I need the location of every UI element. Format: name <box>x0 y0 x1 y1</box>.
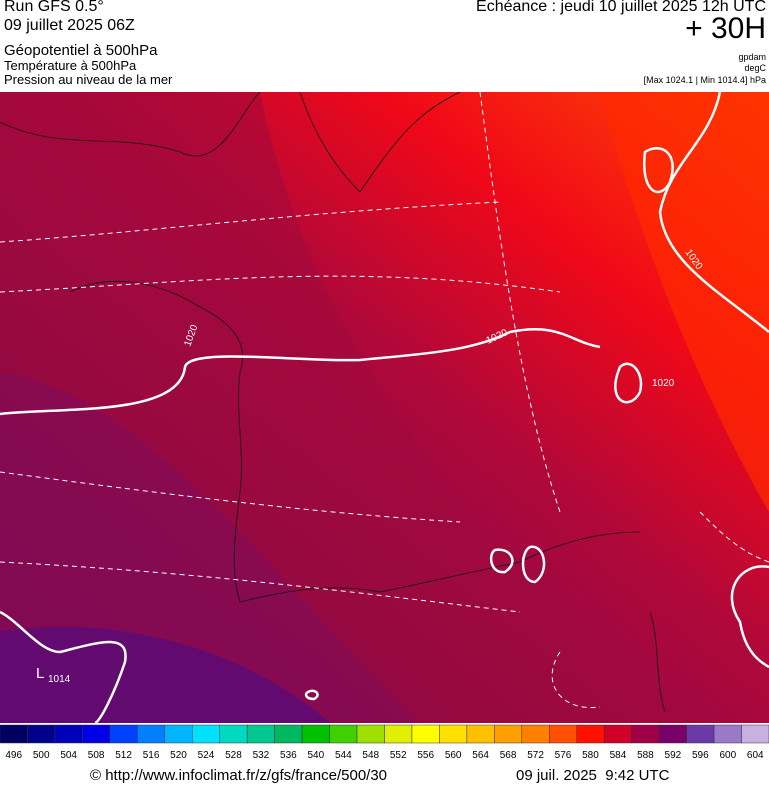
scale-swatch <box>27 724 56 744</box>
scale-swatch <box>137 724 166 744</box>
scale-swatch <box>164 724 193 744</box>
scale-swatch <box>713 724 742 744</box>
timestamp: 09 juil. 2025 9:42 UTC <box>516 767 670 784</box>
scale-swatch <box>521 724 550 744</box>
scale-label: 512 <box>115 750 132 761</box>
scale-label: 584 <box>610 750 627 761</box>
scale-swatch <box>192 724 220 744</box>
scale-label: 532 <box>253 750 270 761</box>
scale-swatch <box>439 724 468 744</box>
scale-label: 588 <box>637 750 654 761</box>
scale-swatch <box>274 724 303 744</box>
map: 1020 1020 1020 1020 1014 L <box>0 92 769 723</box>
temperature-band <box>0 626 330 723</box>
scale-label: 548 <box>362 750 379 761</box>
scale-label: 536 <box>280 750 297 761</box>
scale-label: 568 <box>500 750 517 761</box>
scale-label: 504 <box>60 750 77 761</box>
scale-swatch <box>631 724 660 744</box>
scale-label: 596 <box>692 750 709 761</box>
scale-swatch <box>82 724 111 744</box>
scale-label: 600 <box>719 750 736 761</box>
scale-label: 496 <box>5 750 22 761</box>
scale-swatch <box>219 724 248 744</box>
scale-label: 576 <box>555 750 572 761</box>
scale-label: 552 <box>390 750 407 761</box>
scale-swatch <box>384 724 413 744</box>
scale-swatch <box>686 724 715 744</box>
source-link: © http://www.infoclimat.fr/z/gfs/france/… <box>90 767 388 784</box>
scale-label: 564 <box>472 750 489 761</box>
scale-label: 520 <box>170 750 187 761</box>
color-scale: 496 500 504 508 512 516 520 524 528 532 536 540 544 5… <box>0 724 769 761</box>
scale-label: 500 <box>33 750 50 761</box>
run-date: 09 juillet 2025 06Z <box>4 17 135 34</box>
coastlines <box>0 92 666 713</box>
scale-label: 528 <box>225 750 242 761</box>
scale-label: 592 <box>665 750 682 761</box>
scale-swatch <box>109 724 138 744</box>
scale-label: 508 <box>88 750 105 761</box>
scale-label: 556 <box>417 750 434 761</box>
scale-swatch <box>301 724 330 744</box>
scale-label: 516 <box>143 750 160 761</box>
scale-label: 524 <box>198 750 215 761</box>
scale-swatch <box>329 724 358 744</box>
scale-swatch <box>576 724 605 744</box>
unit: gpdam <box>738 52 766 62</box>
scale-label: 580 <box>582 750 599 761</box>
lead-time: + 30H <box>685 12 766 45</box>
forecast-time: Echéance : jeudi 10 juillet 2025 12h UTC <box>476 0 766 15</box>
scale-swatch <box>356 724 385 744</box>
scale-label: 540 <box>307 750 324 761</box>
field-name: Géopotentiel à 500hPa <box>4 42 158 59</box>
scale-swatch <box>0 724 28 744</box>
pressure-range: [Max 1024.1 | Min 1014.4] hPa <box>643 75 766 85</box>
isobar-label: 1014 <box>48 674 71 685</box>
isobar-label: 1020 <box>652 378 675 389</box>
field-name: Température à 500hPa <box>4 58 137 73</box>
temperature-isolines <box>0 92 769 709</box>
scale-swatch <box>658 724 687 744</box>
scale-swatch <box>494 724 523 744</box>
scale-swatch <box>246 724 275 744</box>
field-name: Pression au niveau de la mer <box>4 72 173 87</box>
run-title: Run GFS 0.5° <box>4 0 104 15</box>
unit: degC <box>744 63 766 73</box>
isobars <box>0 92 769 723</box>
scale-label: 572 <box>527 750 544 761</box>
scale-swatch <box>603 724 632 744</box>
scale-label: 604 <box>747 750 764 761</box>
scale-label: 560 <box>445 750 462 761</box>
scale-swatch <box>549 724 577 744</box>
low-marker: L <box>36 665 44 682</box>
temperature-band <box>600 92 769 512</box>
scale-swatch <box>741 724 769 744</box>
scale-swatch <box>466 724 495 744</box>
scale-swatch <box>54 724 83 744</box>
scale-label: 544 <box>335 750 352 761</box>
scale-swatch <box>411 724 440 744</box>
